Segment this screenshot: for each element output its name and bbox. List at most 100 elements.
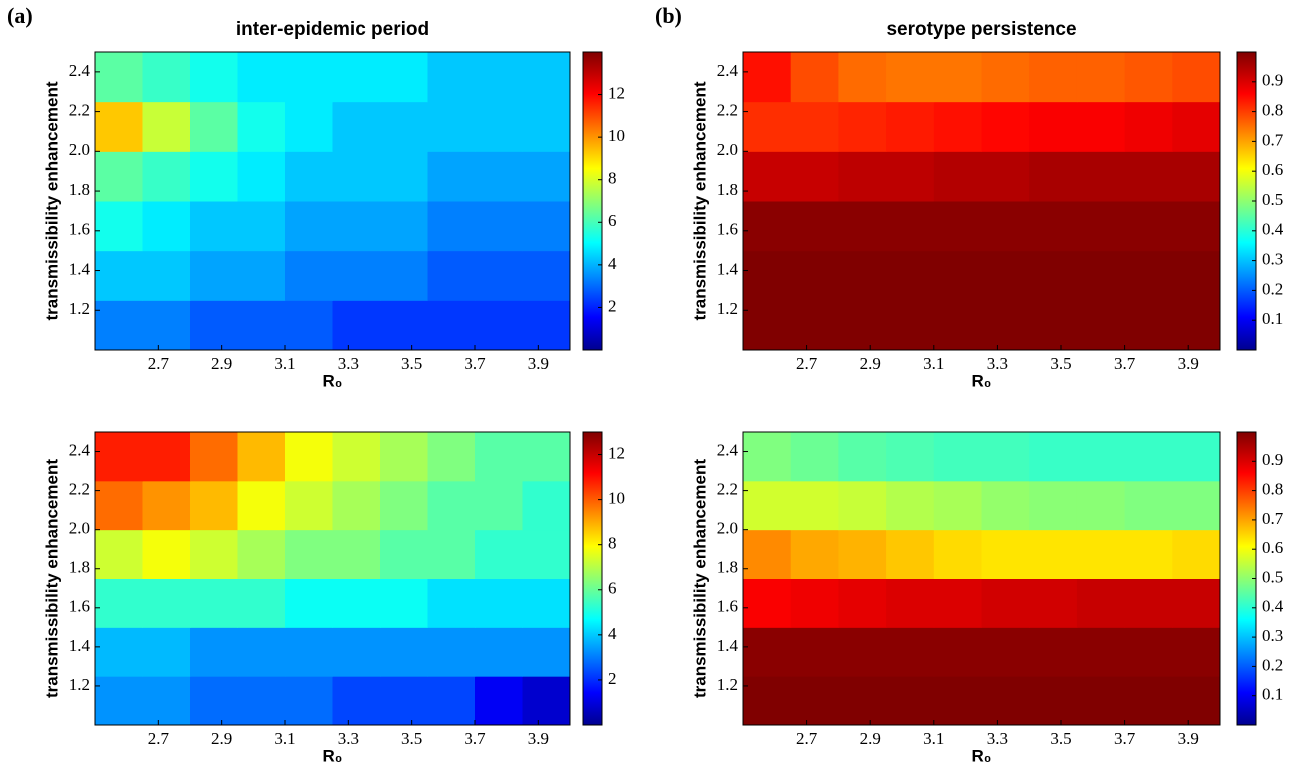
heatmap-cell bbox=[190, 432, 238, 482]
heatmap-cell bbox=[981, 627, 1030, 677]
heatmap-cell bbox=[1029, 151, 1078, 202]
heatmap-cell bbox=[743, 627, 792, 677]
heatmap-cell bbox=[1172, 52, 1221, 103]
y-axis-label: transmissibility enhancement bbox=[690, 81, 709, 320]
heatmap-cell bbox=[933, 480, 982, 531]
heatmap-cell bbox=[886, 627, 935, 677]
heatmap-cell bbox=[933, 578, 982, 628]
heatmap-cell bbox=[1124, 300, 1173, 351]
heatmap-cell bbox=[332, 480, 381, 531]
heatmap-cell bbox=[475, 101, 523, 152]
x-tick-label: 3.3 bbox=[987, 729, 1008, 748]
colorbar-tick-label: 8 bbox=[608, 534, 617, 553]
y-tick-label: 1.6 bbox=[717, 220, 738, 239]
heatmap-cell bbox=[522, 101, 571, 152]
heatmap-cell bbox=[981, 201, 1030, 252]
heatmap-cell bbox=[838, 201, 887, 252]
heatmap-cell bbox=[933, 101, 982, 152]
heatmap-cell bbox=[1029, 201, 1078, 252]
x-tick-label: 3.9 bbox=[1178, 729, 1199, 748]
heatmap-cell bbox=[190, 480, 238, 531]
colorbar-tick-label: 4 bbox=[608, 254, 617, 273]
heatmap-cell bbox=[285, 676, 333, 726]
y-tick-label: 2.0 bbox=[717, 519, 738, 538]
heatmap-cell bbox=[838, 101, 887, 152]
colorbar bbox=[582, 51, 603, 351]
colorbar-tick-label: 0.8 bbox=[1262, 480, 1283, 499]
colorbar-tick-label: 8 bbox=[608, 169, 617, 188]
x-tick-label: 3.3 bbox=[987, 354, 1008, 373]
heatmap-cell bbox=[95, 432, 143, 482]
heatmap-cell bbox=[285, 52, 333, 103]
heatmap-cell bbox=[95, 52, 143, 103]
x-tick-label: 3.9 bbox=[528, 354, 549, 373]
colorbar-tick-label: 0.2 bbox=[1262, 279, 1283, 298]
heatmap-cell bbox=[1076, 529, 1126, 579]
heatmap-cell bbox=[981, 578, 1030, 628]
heatmap-cell bbox=[1172, 250, 1221, 301]
heatmap-cell bbox=[237, 52, 286, 103]
heatmap-cell bbox=[427, 529, 476, 579]
heatmap-cell bbox=[237, 676, 286, 726]
y-tick-label: 1.8 bbox=[717, 180, 738, 199]
colorbar-tick-label: 0.3 bbox=[1262, 250, 1283, 269]
heatmap-cell bbox=[1029, 676, 1078, 726]
heatmap-cell bbox=[237, 578, 286, 628]
heatmap-cell bbox=[332, 101, 381, 152]
heatmap-cell bbox=[380, 676, 428, 726]
x-tick-label: 2.9 bbox=[211, 729, 232, 748]
heatmap-cell bbox=[522, 480, 571, 531]
heatmap-cell bbox=[933, 201, 982, 252]
heatmap-cell bbox=[1124, 529, 1173, 579]
y-tick-label: 1.2 bbox=[717, 675, 738, 694]
heatmap-cell bbox=[95, 250, 143, 301]
heatmap-cell bbox=[332, 201, 381, 252]
heatmap-cell bbox=[237, 432, 286, 482]
heatmap-cell bbox=[1076, 480, 1126, 531]
heatmap-cell bbox=[1124, 250, 1173, 301]
heatmap-cell bbox=[838, 480, 887, 531]
heatmap-cell bbox=[838, 300, 887, 351]
heatmap-cell bbox=[743, 480, 792, 531]
y-axis-label: transmissibility enhancement bbox=[42, 459, 61, 698]
heatmap-cell bbox=[142, 578, 191, 628]
heatmap-cell bbox=[237, 201, 286, 252]
heatmap-cell bbox=[285, 578, 333, 628]
colorbar-tick-label: 0.5 bbox=[1262, 567, 1283, 586]
heatmap-cell bbox=[838, 250, 887, 301]
heatmap-cell bbox=[886, 529, 935, 579]
heatmap-cell bbox=[95, 480, 143, 531]
colorbar-tick-label: 0.9 bbox=[1262, 71, 1283, 90]
heatmap-cell bbox=[427, 578, 476, 628]
heatmap-cell bbox=[475, 529, 523, 579]
x-tick-label: 3.9 bbox=[528, 729, 549, 748]
heatmap-cell bbox=[475, 578, 523, 628]
heatmap-cell bbox=[790, 578, 839, 628]
y-tick-label: 1.2 bbox=[69, 299, 90, 318]
heatmap-cell bbox=[1076, 627, 1126, 677]
y-tick-label: 1.6 bbox=[69, 597, 90, 616]
heatmap-cell bbox=[1029, 250, 1078, 301]
heatmap-cell bbox=[285, 250, 333, 301]
heatmap-cell bbox=[838, 151, 887, 202]
heatmap-cell bbox=[380, 201, 428, 252]
heatmap-cell bbox=[95, 676, 143, 726]
heatmap-cell bbox=[95, 578, 143, 628]
colorbar-tick-label: 0.1 bbox=[1262, 309, 1283, 328]
x-axis-label: R₀ bbox=[323, 746, 343, 765]
heatmap-cell bbox=[95, 627, 143, 677]
heatmap-cell bbox=[1076, 201, 1126, 252]
heatmap-cell bbox=[1172, 676, 1221, 726]
x-tick-label: 3.1 bbox=[274, 354, 295, 373]
colorbar-tick-label: 0.2 bbox=[1262, 655, 1283, 674]
heatmap-cell bbox=[142, 101, 191, 152]
heatmap-cell bbox=[1172, 201, 1221, 252]
heatmap-cell bbox=[285, 151, 333, 202]
x-tick-label: 3.1 bbox=[923, 729, 944, 748]
x-tick-label: 3.9 bbox=[1178, 354, 1199, 373]
heatmap-cell bbox=[933, 300, 982, 351]
heatmap-cell bbox=[475, 151, 523, 202]
heatmap-cell bbox=[1029, 52, 1078, 103]
heatmap-cell bbox=[743, 52, 792, 103]
x-tick-label: 3.7 bbox=[1114, 729, 1136, 748]
